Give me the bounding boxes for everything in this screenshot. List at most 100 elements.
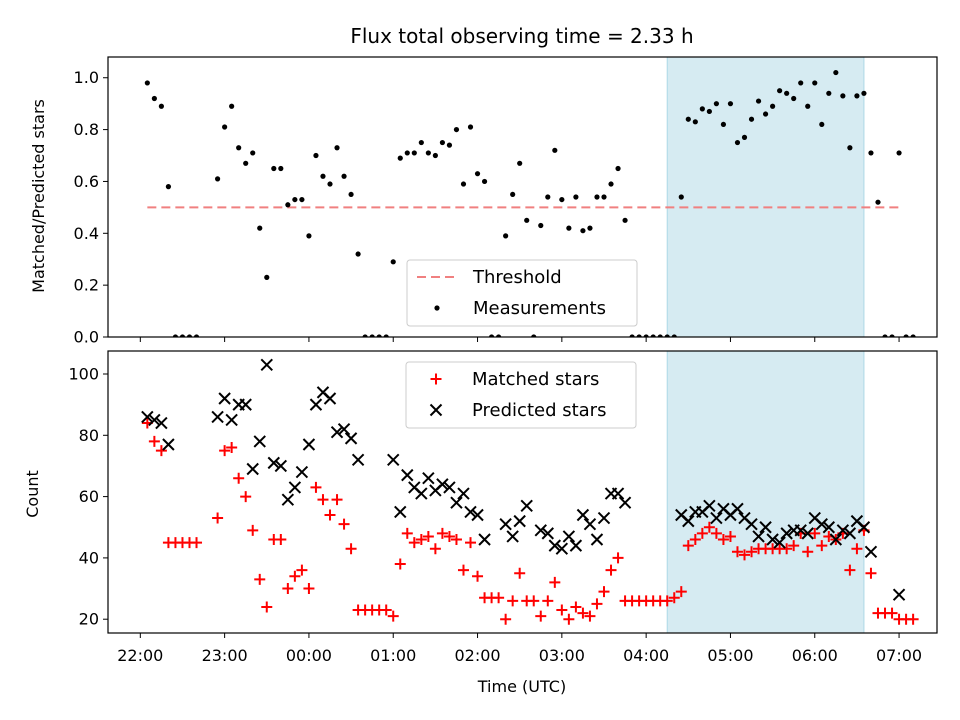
matched-point: [661, 595, 673, 607]
measurement-point: [713, 101, 720, 107]
measurement-point: [481, 178, 488, 185]
predicted-point: [351, 453, 365, 467]
measurement-point: [144, 80, 150, 86]
measurement-point: [875, 199, 881, 205]
measurement-point: [186, 334, 193, 337]
matched-point: [338, 518, 350, 530]
predicted-point: [548, 539, 562, 552]
matched-point: [668, 592, 680, 604]
predicted-point: [815, 517, 828, 531]
predicted-point: [443, 481, 456, 494]
predicted-point: [766, 533, 779, 546]
predicted-point: [337, 422, 351, 436]
measurement-point: [770, 103, 776, 109]
measurement-point: [699, 106, 705, 112]
matched-point: [865, 567, 877, 579]
matched-point: [570, 601, 582, 613]
matched-point: [675, 586, 687, 598]
predicted-point: [281, 493, 295, 506]
measurement-point: [531, 334, 537, 337]
y-tick-label: 0.2: [74, 276, 99, 295]
matched-point: [549, 576, 561, 588]
predicted-point: [555, 542, 569, 555]
measurement-point: [488, 334, 495, 337]
matched-point: [556, 604, 568, 616]
predicted-point: [309, 398, 323, 411]
legend-label: Measurements: [473, 298, 606, 319]
measurement-point: [341, 173, 347, 179]
predicted-point: [576, 508, 590, 522]
series-predicted-stars: [141, 358, 906, 601]
predicted-point: [415, 487, 428, 500]
measurement-point: [264, 274, 270, 280]
matched-point: [261, 601, 273, 613]
y-tick-label: 80: [79, 426, 99, 445]
bottom-panel: 20 40 60 80 100 22:00 23:00 00:00 01:00 02:00 03:0…: [68, 350, 938, 665]
measurement-point: [418, 139, 424, 146]
matched-point: [493, 592, 505, 604]
highlight-span: [666, 350, 865, 634]
matched-point: [408, 537, 420, 549]
predicted-point: [710, 511, 723, 525]
y-tick-label: 0.8: [74, 120, 99, 139]
predicted-point: [267, 456, 281, 470]
measurement-point: [833, 69, 839, 76]
matched-point: [394, 558, 406, 570]
matched-point: [282, 583, 294, 595]
predicted-point: [394, 505, 407, 519]
matched-point: [310, 481, 322, 493]
predicted-point: [344, 432, 358, 445]
measurement-point: [229, 103, 235, 109]
y-tick-label: 100: [68, 364, 99, 383]
measurement-point: [671, 334, 677, 337]
matched-point: [682, 540, 694, 552]
measurement-point: [362, 334, 368, 337]
measurement-point: [798, 80, 804, 86]
matched-point: [535, 610, 547, 622]
y-tick-label: 60: [79, 487, 99, 506]
matched-point: [436, 527, 448, 539]
matched-point: [443, 530, 455, 542]
x-tick-label: 05:00: [707, 646, 753, 665]
matched-point: [809, 527, 821, 539]
measurement-point: [250, 150, 256, 156]
measurement-point: [868, 150, 874, 156]
measurement-point: [327, 181, 333, 187]
matched-point: [802, 546, 814, 558]
measurement-point: [348, 191, 354, 198]
measurement-point: [271, 165, 277, 172]
matched-point: [331, 494, 343, 506]
measurement-point: [158, 103, 164, 109]
matched-point: [457, 564, 469, 576]
predicted-point: [569, 539, 583, 552]
matched-point: [233, 472, 245, 484]
chart-title: Flux total observing time = 2.33 h: [350, 24, 693, 48]
predicted-point: [274, 459, 288, 473]
measurement-point: [580, 228, 586, 234]
measurement-point: [910, 334, 916, 337]
measurement-point: [657, 334, 663, 337]
matched-point: [689, 534, 701, 546]
matched-point: [324, 509, 336, 521]
y-tick-label: 0.4: [74, 224, 99, 243]
matched-point: [472, 570, 484, 582]
predicted-point: [773, 536, 786, 549]
predicted-point: [260, 358, 273, 372]
measurement-point: [517, 160, 523, 166]
x-tick-label: 01:00: [370, 646, 416, 665]
x-tick-label: 07:00: [876, 646, 922, 665]
predicted-point: [864, 545, 878, 558]
measurement-point: [566, 225, 572, 231]
predicted-point: [387, 453, 400, 467]
measurement-point: [587, 225, 593, 231]
measurement-point: [278, 165, 284, 172]
predicted-point: [464, 505, 477, 519]
legend: Threshold Measurements: [406, 259, 638, 327]
predicted-point: [745, 517, 758, 531]
measurement-point: [524, 217, 530, 223]
predicted-point: [211, 410, 224, 424]
y-tick-label: 1.0: [74, 68, 99, 87]
measurement-point: [748, 116, 755, 122]
matched-point: [577, 607, 589, 619]
matched-point: [542, 595, 554, 607]
